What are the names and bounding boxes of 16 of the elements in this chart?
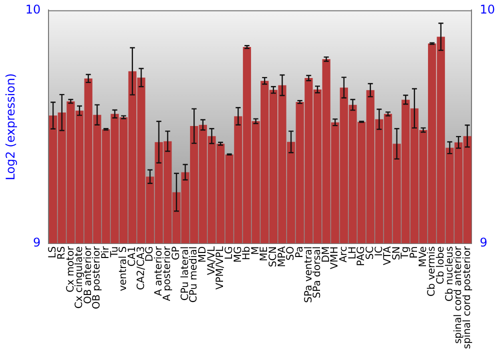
- y2-tick-label: 9: [480, 235, 488, 250]
- x-tick-label: RS: [56, 246, 68, 260]
- x-tick-label: Cb lobe: [435, 246, 446, 284]
- x-tick-label: Tg: [400, 246, 412, 260]
- x-tick-label: spinal cord posterior: [462, 245, 473, 350]
- x-tick-label: DG: [144, 246, 156, 262]
- x-tick-label: Pa: [294, 246, 306, 258]
- x-tick-label: A posterior: [162, 245, 174, 302]
- x-tick-label: CA1: [126, 246, 138, 266]
- x-tick-label: GP: [171, 246, 182, 260]
- x-tick-label: MVe: [418, 246, 429, 268]
- x-tick-label: SC: [364, 246, 376, 260]
- y-axis-title: Log2 (expression): [3, 73, 18, 180]
- x-tick-label: OB posterior: [92, 245, 103, 310]
- x-tick-label: LG: [224, 246, 235, 260]
- y2-tick-label: 10: [480, 2, 496, 16]
